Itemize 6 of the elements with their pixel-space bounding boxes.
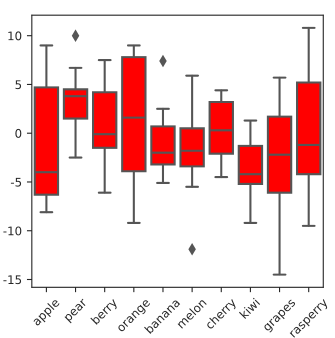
y-tick-label: -5	[10, 178, 22, 187]
y-tick-label: 5	[16, 80, 22, 90]
y-tick-label: 0	[15, 128, 22, 138]
y-tick-label: 10	[8, 31, 22, 40]
y-tick-label: -15	[3, 275, 22, 284]
y-tick-label: -10	[3, 226, 22, 236]
